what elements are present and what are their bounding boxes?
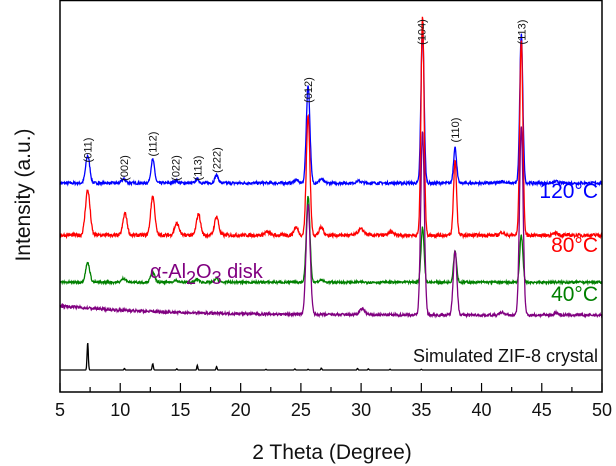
x-tick-label: 50 (592, 400, 612, 420)
series-line-2 (59, 195, 603, 286)
x-tick-label: 40 (472, 400, 492, 420)
hkl-label: (002) (119, 155, 131, 181)
alumina-sub1: 2 (186, 268, 196, 288)
alumina-b: O (196, 261, 212, 283)
hkl-label: (110) (450, 118, 462, 143)
x-tick-label: 25 (291, 400, 311, 420)
x-tick-label: 10 (110, 400, 130, 420)
series-line-0 (59, 26, 603, 187)
series-line-4 (60, 342, 602, 371)
y-axis-label: Intensity (a.u.) (12, 128, 35, 261)
series-label-40C: 40°C (551, 283, 598, 306)
hkl-label: (222) (212, 147, 224, 173)
hkl-label: (112) (148, 132, 160, 157)
hkl-annotations: (011) (002) (112) (022) (113) (222) (012) (104)… (83, 19, 529, 181)
series-label-alumina: α-Al2O3 disk (150, 261, 264, 288)
alumina-c: disk (222, 261, 264, 283)
x-tick-label: 15 (170, 400, 190, 420)
hkl-label: (113) (192, 156, 204, 181)
series-label-80C: 80°C (551, 234, 598, 257)
hkl-label: (012) (303, 77, 315, 103)
x-tick-label: 35 (411, 400, 431, 420)
x-axis-label: 2 Theta (Degree) (252, 441, 412, 464)
series-line-1 (59, 16, 603, 240)
x-tick-label: 20 (231, 400, 251, 420)
hkl-label: (011) (83, 138, 95, 163)
hkl-label: (022) (171, 155, 183, 181)
x-tick-label: 30 (351, 400, 371, 420)
series-line-3 (59, 126, 603, 319)
x-tick-label: 45 (532, 400, 552, 420)
alumina-a: α-Al (150, 261, 186, 283)
series-layer (59, 16, 603, 371)
alumina-sub2: 3 (212, 268, 222, 288)
series-label-120C: 120°C (539, 180, 598, 203)
x-axis-ticks: 5 10 15 20 25 30 35 40 45 50 (55, 383, 612, 420)
x-tick-label: 5 (55, 400, 65, 420)
hkl-label: (113) (516, 20, 528, 45)
hkl-label: (104) (416, 19, 428, 45)
series-label-simulated: Simulated ZIF-8 crystal (413, 346, 598, 366)
